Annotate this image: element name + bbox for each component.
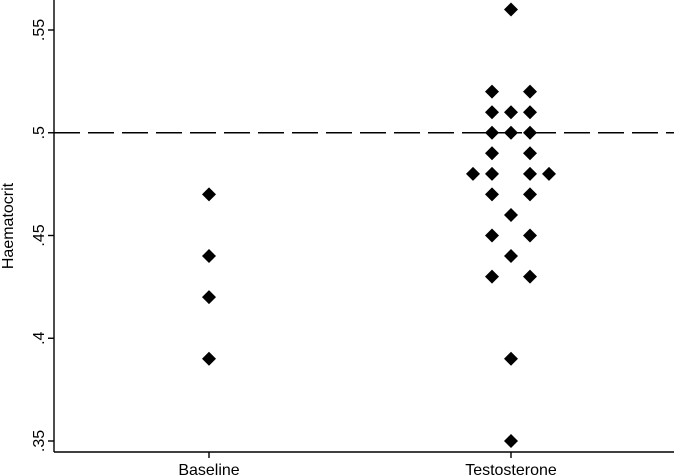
y-tick-label: .4 — [31, 331, 48, 344]
data-point-diamond — [504, 434, 518, 448]
data-point-diamond — [202, 351, 216, 366]
data-point-diamond — [542, 166, 556, 181]
y-axis-title: Haematocrit — [0, 182, 17, 269]
x-tick-label: Baseline — [178, 462, 239, 476]
data-point-diamond — [202, 249, 216, 264]
data-point-diamond — [485, 105, 499, 120]
data-point-diamond — [523, 228, 537, 243]
x-ticks: Baseline Testosterone — [178, 452, 557, 476]
data-point-diamond — [485, 269, 499, 284]
data-point-diamond — [485, 187, 499, 202]
data-point-diamond — [504, 105, 518, 120]
data-point-diamond — [485, 228, 499, 243]
data-point-diamond — [485, 166, 499, 181]
data-point-diamond — [504, 249, 518, 264]
data-point-diamond — [523, 269, 537, 284]
x-tick-label: Testosterone — [465, 462, 557, 476]
data-point-diamond — [523, 146, 537, 161]
data-point-diamond — [485, 146, 499, 161]
data-point-diamond — [504, 2, 518, 17]
data-point-diamond — [485, 84, 499, 99]
data-point-diamond — [466, 166, 480, 181]
data-point-diamond — [523, 84, 537, 99]
y-tick-label: .55 — [31, 19, 48, 41]
data-point-diamond — [504, 351, 518, 366]
data-point-diamond — [485, 125, 499, 140]
y-ticks: .35 .4 .45 .5 .55 — [31, 19, 54, 452]
data-point-diamond — [202, 187, 216, 202]
data-point-diamond — [523, 166, 537, 181]
y-tick-label: .5 — [31, 126, 48, 139]
y-tick-label: .45 — [31, 224, 48, 246]
y-tick-label: .35 — [31, 430, 48, 452]
data-point-diamond — [523, 105, 537, 120]
data-point-diamond — [523, 187, 537, 202]
data-point-diamond — [523, 125, 537, 140]
data-point-diamond — [202, 290, 216, 305]
data-points — [202, 2, 556, 448]
data-point-diamond — [504, 125, 518, 140]
data-point-diamond — [504, 207, 518, 222]
